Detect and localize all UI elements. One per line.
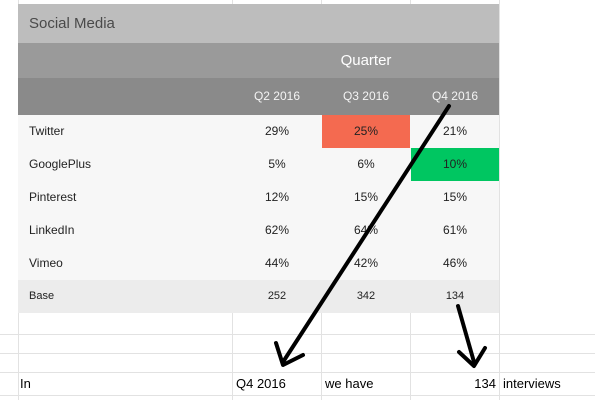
row-label[interactable]: Twitter — [29, 124, 65, 138]
sentence-interviews-cell[interactable]: interviews — [503, 376, 561, 391]
table-cell[interactable]: 15% — [442, 190, 468, 204]
table-cell[interactable]: 44% — [264, 256, 290, 270]
column-header[interactable]: Q2 2016 — [253, 89, 301, 103]
table-cell[interactable]: 21% — [442, 124, 468, 138]
quarter-header-row[interactable]: Quarter — [18, 43, 499, 78]
table-title: Social Media — [29, 15, 115, 32]
quarter-header: Quarter — [340, 52, 392, 69]
table-cell[interactable]: 46% — [442, 256, 468, 270]
table-cell[interactable]: 12% — [264, 190, 290, 204]
row-label[interactable]: GooglePlus — [29, 157, 92, 171]
row-label[interactable]: Vimeo — [29, 256, 63, 270]
sentence-we-have-cell[interactable]: we have — [325, 376, 374, 391]
table-row: Vimeo 44% 42% 46% — [18, 247, 499, 280]
row-label[interactable]: LinkedIn — [29, 223, 75, 237]
table-cell[interactable]: 64% — [353, 223, 379, 237]
table-cell-highlight-low[interactable]: 25% — [322, 115, 410, 148]
table-row: Twitter 29% 25% 21% — [18, 115, 499, 148]
row-label[interactable]: Base — [29, 290, 55, 302]
table-cell-highlight-high[interactable]: 10% — [411, 148, 499, 181]
sentence-count-cell[interactable]: 134 — [474, 376, 496, 391]
table-cell[interactable]: 252 — [267, 290, 287, 302]
table-cell[interactable]: 5% — [268, 157, 286, 171]
table-title-cell[interactable]: Social Media — [18, 4, 499, 43]
table-cell[interactable]: 42% — [353, 256, 379, 270]
table-cell[interactable]: 61% — [442, 223, 468, 237]
row-label[interactable]: Pinterest — [29, 190, 77, 204]
table-row: LinkedIn 62% 64% 61% — [18, 214, 499, 247]
column-header[interactable]: Q4 2016 — [431, 89, 479, 103]
table-cell[interactable]: 342 — [356, 290, 376, 302]
table-row-base: Base 252 342 134 — [18, 280, 499, 313]
column-header-row: Q2 2016 Q3 2016 Q4 2016 — [18, 78, 499, 115]
table-cell[interactable]: 62% — [264, 223, 290, 237]
arrow-quarter-head — [274, 341, 305, 367]
table-cell[interactable]: 15% — [353, 190, 379, 204]
sentence-quarter-cell[interactable]: Q4 2016 — [236, 376, 286, 391]
table-cell[interactable]: 29% — [264, 124, 290, 138]
sentence-in-cell[interactable]: In — [20, 376, 31, 391]
table-row: GooglePlus 5% 6% 10% — [18, 148, 499, 181]
table-cell[interactable]: 6% — [357, 157, 375, 171]
arrow-count-head — [457, 346, 487, 368]
table-row: Pinterest 12% 15% 15% — [18, 181, 499, 214]
column-header[interactable]: Q3 2016 — [342, 89, 390, 103]
table-cell[interactable]: 134 — [445, 290, 465, 302]
